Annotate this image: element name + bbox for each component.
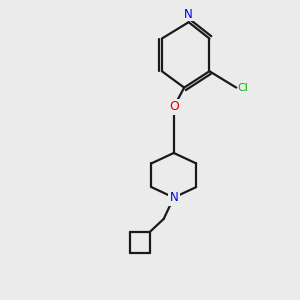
Text: N: N: [184, 8, 193, 21]
Text: O: O: [169, 100, 179, 113]
Text: N: N: [169, 191, 178, 204]
Text: Cl: Cl: [238, 82, 249, 93]
